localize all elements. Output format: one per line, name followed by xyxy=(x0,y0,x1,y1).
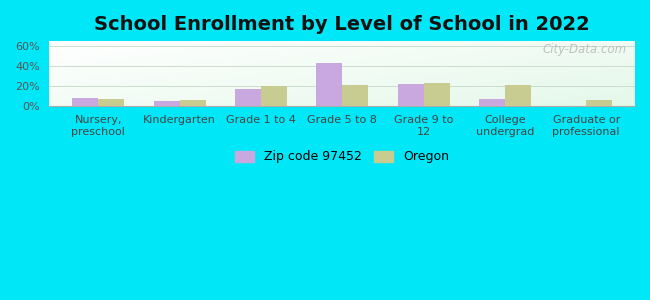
Bar xyxy=(343,85,369,106)
Bar xyxy=(424,83,450,106)
Bar xyxy=(505,85,531,106)
Bar xyxy=(316,63,343,106)
Bar xyxy=(398,84,424,106)
Bar xyxy=(586,100,612,106)
Bar xyxy=(479,99,505,106)
Bar xyxy=(179,100,205,106)
Title: School Enrollment by Level of School in 2022: School Enrollment by Level of School in … xyxy=(94,15,590,34)
Text: City-Data.com: City-Data.com xyxy=(542,43,626,56)
Bar xyxy=(261,86,287,106)
Bar xyxy=(72,98,98,106)
Bar xyxy=(235,89,261,106)
Bar xyxy=(98,99,124,106)
Bar xyxy=(153,101,179,106)
Legend: Zip code 97452, Oregon: Zip code 97452, Oregon xyxy=(230,146,454,168)
